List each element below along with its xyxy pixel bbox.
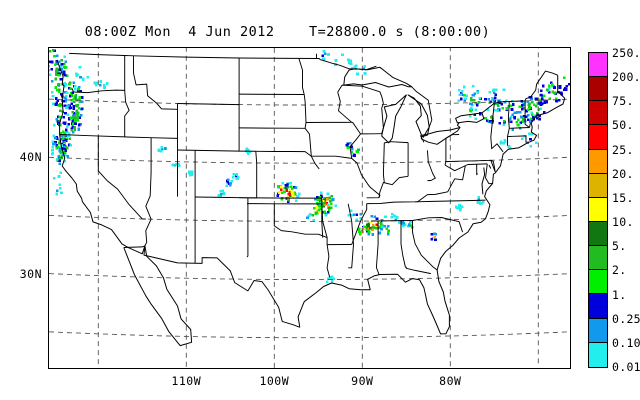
colorbar-band-6 [589, 197, 607, 222]
colorbar-tick-5: 20. [612, 166, 634, 181]
y-tick-30n: 30N [19, 266, 42, 281]
colorbar-tick-11: 0.25 [612, 311, 640, 326]
colorbar-band-0 [589, 53, 607, 78]
colorbar-tick-4: 25. [612, 142, 634, 157]
colorbar [588, 52, 608, 368]
colorbar-tick-7: 10. [612, 215, 634, 230]
colorbar-band-9 [589, 270, 607, 295]
colorbar-tick-1: 200. [612, 70, 640, 85]
colorbar-band-1 [589, 77, 607, 102]
x-tick-110w: 110W [171, 374, 202, 388]
colorbar-tick-6: 15. [612, 190, 634, 205]
colorbar-tick-labels: 250. 200. 75. 50. 25. 20. 15. 10. 5. 2. 1. 0.25 0.10… [610, 46, 640, 374]
colorbar-band-4 [589, 149, 607, 174]
x-tick-100w: 100W [259, 374, 290, 388]
colorbar-band-10 [589, 294, 607, 319]
map-canvas [49, 48, 570, 368]
colorbar-tick-9: 2. [612, 263, 627, 278]
x-tick-80w: 80W [439, 374, 462, 388]
colorbar-tick-13: 0.01 [612, 360, 640, 374]
graticule [49, 48, 569, 368]
colorbar-tick-12: 0.10 [612, 335, 640, 350]
map-geography [56, 52, 566, 347]
colorbar-tick-10: 1. [612, 287, 627, 302]
colorbar-tick-8: 5. [612, 239, 627, 254]
colorbar-band-12 [589, 342, 607, 367]
y-tick-40n: 40N [19, 150, 42, 165]
colorbar-band-5 [589, 173, 607, 198]
colorbar-band-7 [589, 221, 607, 247]
x-tick-90w: 90W [351, 374, 374, 388]
figure-title: 08:00Z Mon 4 Jun 2012 T=28800.0 s (8:00:… [84, 24, 491, 40]
map-plot-area [48, 47, 571, 369]
colorbar-band-3 [589, 125, 607, 150]
colorbar-band-8 [589, 246, 607, 271]
colorbar-band-11 [589, 318, 607, 343]
colorbar-band-2 [589, 101, 607, 126]
colorbar-tick-2: 75. [612, 94, 634, 109]
colorbar-tick-3: 50. [612, 118, 634, 133]
colorbar-tick-0: 250. [612, 46, 640, 60]
